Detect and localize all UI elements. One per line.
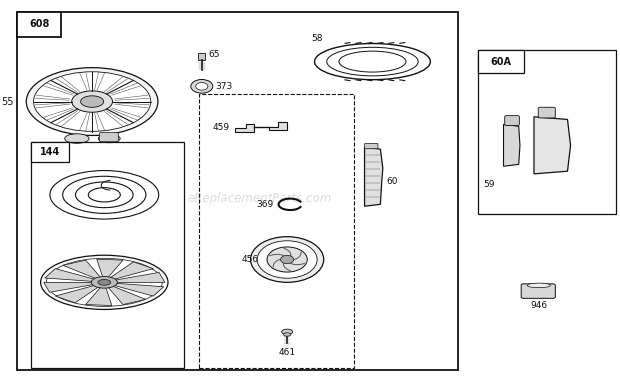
Ellipse shape (281, 329, 293, 335)
Ellipse shape (40, 255, 168, 309)
Text: 65: 65 (208, 50, 219, 59)
Text: 456: 456 (241, 255, 259, 264)
Bar (31, 141, 69, 162)
Text: 373: 373 (215, 82, 232, 91)
Ellipse shape (72, 91, 112, 112)
Polygon shape (236, 125, 254, 132)
Text: 55: 55 (2, 97, 14, 107)
Bar (199, 94, 354, 368)
Polygon shape (55, 285, 99, 303)
Polygon shape (97, 259, 123, 278)
Ellipse shape (46, 258, 162, 306)
Text: 946: 946 (530, 301, 547, 311)
Text: 58: 58 (311, 34, 323, 43)
Circle shape (250, 237, 324, 282)
Polygon shape (365, 147, 383, 206)
Ellipse shape (527, 283, 551, 288)
Circle shape (281, 256, 294, 264)
Polygon shape (109, 262, 153, 280)
Ellipse shape (26, 68, 158, 136)
Circle shape (196, 83, 208, 90)
Bar (17, 12, 458, 370)
Text: 144: 144 (40, 147, 60, 157)
Ellipse shape (283, 333, 291, 336)
Text: 608: 608 (29, 19, 49, 29)
Polygon shape (44, 282, 95, 292)
Text: eReplacementParts.com: eReplacementParts.com (188, 192, 332, 205)
Bar (17, 12, 61, 37)
Polygon shape (86, 286, 112, 306)
Text: 459: 459 (212, 123, 229, 132)
Bar (198, 53, 205, 60)
Circle shape (257, 241, 317, 278)
FancyBboxPatch shape (505, 116, 520, 126)
Polygon shape (534, 117, 570, 174)
FancyBboxPatch shape (521, 284, 556, 298)
Polygon shape (45, 269, 96, 282)
Ellipse shape (64, 134, 89, 143)
Bar (478, 50, 616, 214)
Text: 59: 59 (483, 180, 494, 189)
FancyBboxPatch shape (365, 143, 378, 149)
Polygon shape (269, 123, 287, 130)
Text: 60: 60 (386, 177, 398, 186)
Ellipse shape (33, 72, 151, 131)
Bar (478, 50, 524, 73)
Bar (31, 141, 184, 368)
Text: 60A: 60A (490, 57, 511, 66)
Polygon shape (107, 286, 146, 304)
Polygon shape (503, 125, 520, 166)
FancyBboxPatch shape (99, 133, 118, 142)
Text: 369: 369 (256, 200, 273, 209)
Circle shape (191, 79, 213, 93)
Text: 461: 461 (278, 348, 296, 357)
Polygon shape (113, 283, 164, 296)
Circle shape (267, 247, 308, 272)
FancyBboxPatch shape (538, 107, 556, 118)
Ellipse shape (91, 277, 117, 288)
Polygon shape (63, 260, 101, 279)
Ellipse shape (98, 134, 120, 143)
Ellipse shape (98, 280, 110, 285)
Polygon shape (113, 272, 165, 282)
Ellipse shape (81, 96, 104, 107)
